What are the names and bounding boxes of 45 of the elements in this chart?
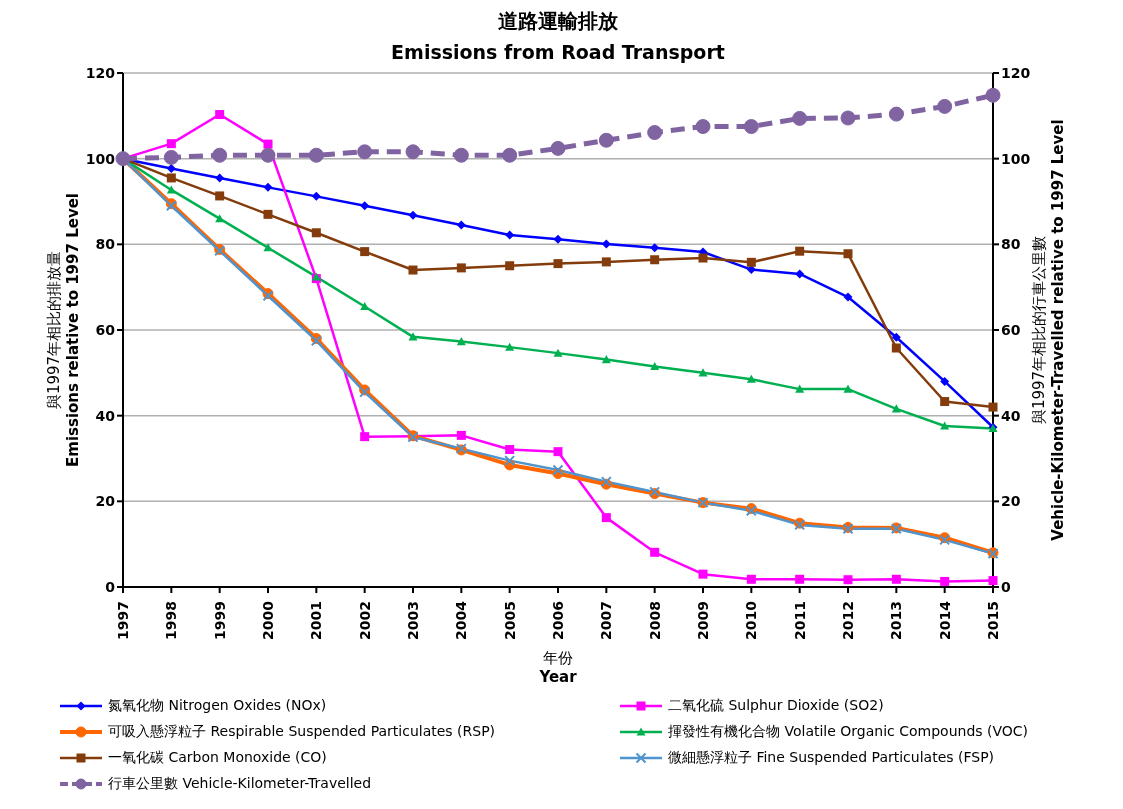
y-tick-label: 60: [95, 321, 116, 338]
x-tick-label: 2012: [840, 601, 856, 640]
y-tick-label: 80: [95, 236, 116, 253]
x-tick-label: 2003: [405, 601, 421, 640]
y-tick-label: 20: [95, 493, 116, 510]
y-axis-title: 與1997年相比的排放量 Emissions relative to 1997 Level: [45, 193, 82, 467]
x-tick-label: 2015: [985, 601, 1001, 640]
y2-tick-label: 0: [1001, 578, 1011, 595]
x-tick-label: 2009: [695, 601, 711, 640]
x-tick-label: 2005: [501, 601, 518, 640]
y-tick-label: 40: [95, 407, 116, 424]
x-tick-label: 2014: [936, 600, 953, 640]
legend-label: 行車公里數 Vehicle-Kilometer-Travelled: [108, 775, 372, 793]
x-tick-label: 2002: [356, 601, 373, 640]
y2-tick-label: 80: [1001, 236, 1021, 253]
x-tick-label: 2013: [888, 601, 905, 640]
legend-label: 揮發性有機化合物 Volatile Organic Compounds (VOC): [668, 723, 1029, 741]
legend-label: 一氧化碳 Carbon Monoxide (CO): [108, 749, 327, 767]
y2-tick-label: 20: [1001, 493, 1021, 510]
y-tick-label: 120: [85, 64, 116, 81]
y2-tick-label: 120: [1001, 64, 1031, 81]
y2-tick-label: 60: [1001, 321, 1021, 338]
y-tick-label: 100: [85, 150, 116, 167]
x-tick-label: 1997: [115, 601, 131, 640]
x-tick-label: 2011: [791, 601, 808, 640]
legend-label: 微細懸浮粒子 Fine Suspended Particulates (FSP): [668, 749, 995, 767]
legend-label: 氮氧化物 Nitrogen Oxides (NOx): [108, 697, 327, 715]
x-tick-label: 2006: [550, 601, 566, 640]
chart-subtitle: Emissions from Road Transport: [390, 41, 726, 63]
x-tick-label: 2007: [598, 601, 615, 640]
y2-tick-label: 40: [1001, 407, 1021, 424]
x-tick-label: 2001: [308, 601, 325, 640]
legend-label: 可吸入懸浮粒子 Respirable Suspended Particulates (RSP): [108, 723, 496, 741]
legend-label: 二氧化硫 Sulphur Dioxide (SO2): [668, 697, 884, 715]
x-tick-label: 2008: [646, 601, 663, 640]
x-tick-label: 2000: [260, 600, 276, 640]
y-tick-label: 0: [105, 578, 116, 595]
x-tick-label: 1998: [163, 601, 180, 640]
x-tick-label: 2004: [453, 600, 470, 640]
x-tick-label: 2010: [743, 600, 760, 640]
chart-title: 道路運輸排放: [497, 8, 619, 35]
y2-tick-label: 100: [1001, 150, 1031, 167]
x-axis-title: 年份 Year: [538, 649, 578, 686]
y2-axis-title: 與1997年相比的行車公里數 Vehicle-Kilometer-Travelled relative to 1997 Level: [1030, 119, 1067, 541]
x-tick-label: 1999: [211, 601, 228, 640]
